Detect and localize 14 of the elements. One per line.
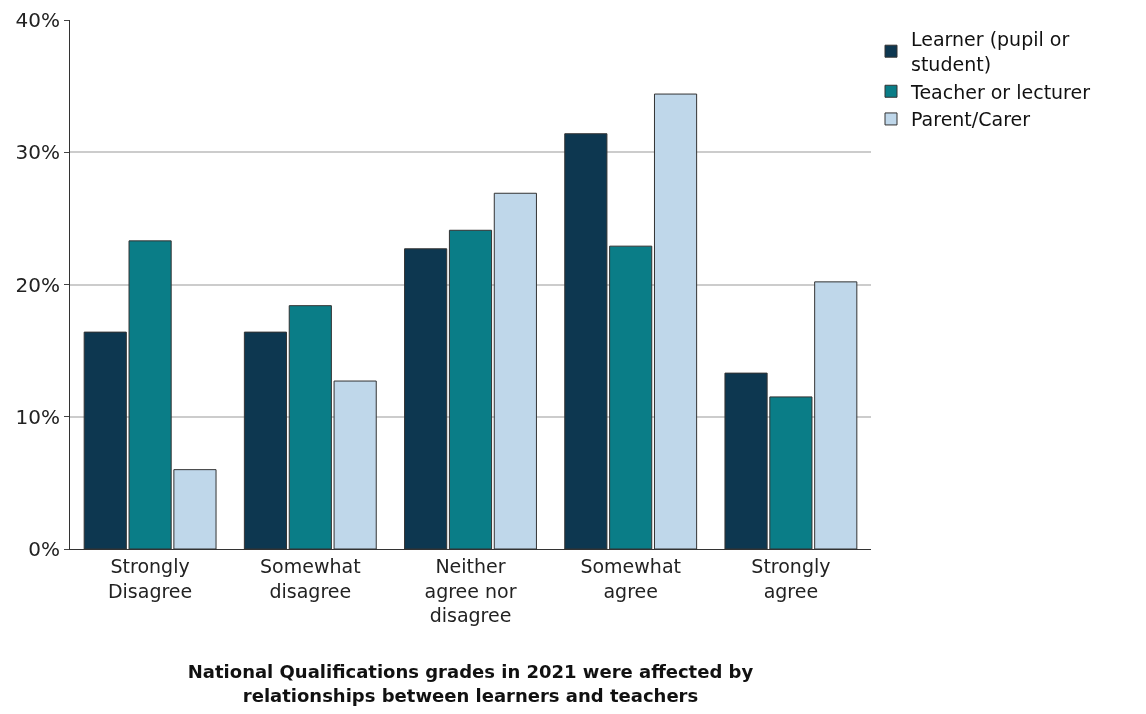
y-tick-label: 0% [28,537,60,561]
y-tick-label: 30% [15,140,60,165]
legend-label: Parent/Carer [911,108,1031,131]
legend-label: Teacher or lecturer [910,80,1091,103]
x-tick-label: Strongly agree [751,554,831,602]
x-axis-title: National Qualifications grades in 2021 were affected by relationships between learners and teachers [187,661,754,706]
x-tick-label: Neither agree nor disagree [424,554,517,627]
x-tick-label: Somewhat agree [580,554,681,602]
y-tick-label: 10% [15,404,60,429]
x-tick-label: Somewhat disagree [260,554,361,602]
x-tick-label: Strongly Disagree [107,554,193,602]
y-tick-label: 40% [15,8,60,32]
legend-label: Learner (pupil or student) [911,28,1070,75]
y-tick-label: 20% [15,272,60,297]
